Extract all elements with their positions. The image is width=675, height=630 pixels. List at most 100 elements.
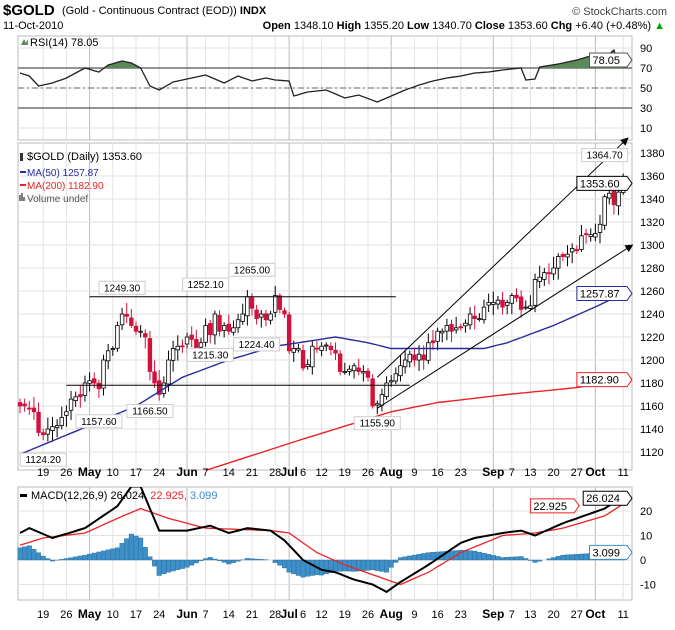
candle-body (129, 317, 134, 326)
price-annotation: 1265.00 (234, 265, 271, 276)
macd-histogram-bar (207, 557, 213, 561)
x-axis-label: 12 (315, 467, 327, 479)
macd-histogram-bar (226, 559, 232, 565)
price-legend: $GOLD (Daily) 1353.60 (27, 151, 142, 163)
annotation-box (581, 148, 629, 163)
macd-histogram-bar (281, 559, 287, 569)
ma200-value-tag: 1182.90 (580, 375, 619, 387)
candle-body (426, 342, 431, 361)
candle-body (388, 380, 394, 383)
candle (602, 194, 607, 230)
candle (319, 342, 324, 357)
macd-histogram-bar (235, 559, 241, 562)
candle (45, 417, 51, 442)
macd-histogram-bar (249, 558, 255, 561)
candle-body (226, 323, 231, 332)
candle-body (528, 305, 533, 309)
candle-body (300, 350, 306, 369)
candle (337, 350, 343, 376)
macd-histogram-bar (128, 533, 134, 561)
macd-histogram-bar (291, 559, 297, 575)
x-axis-label: 13 (524, 467, 536, 479)
candle (537, 265, 542, 289)
close-value: 1353.60 (507, 20, 548, 32)
candle (31, 396, 37, 420)
macd-histogram-bar (147, 556, 153, 561)
x-axis-label: 11 (617, 467, 628, 479)
candle (263, 309, 269, 327)
x-axis-label: 26 (362, 467, 374, 479)
macd-histogram-bar (286, 559, 292, 573)
candle (180, 339, 185, 353)
macd-histogram-bar (105, 549, 111, 561)
candle-body (36, 411, 41, 433)
x-axis-label: 17 (130, 609, 142, 621)
candle (393, 367, 399, 385)
candle-body (616, 191, 621, 207)
macd-histogram-bar (161, 559, 167, 575)
candle-body (41, 432, 46, 436)
brand-label: © StockCharts.com (572, 6, 667, 18)
low-value: 1340.70 (432, 20, 472, 32)
candle-body (170, 348, 176, 361)
macd-legend-part: 3.099 (190, 490, 218, 502)
candle-body (574, 249, 579, 252)
macd-histogram-bar (119, 542, 125, 561)
candle (449, 319, 454, 343)
macd-histogram-bar (165, 559, 171, 573)
candle-body (54, 425, 60, 428)
macd-value-tag-box (582, 490, 633, 506)
x-axis-label: 27 (571, 609, 583, 621)
candle (96, 379, 102, 399)
price-legend-icon (20, 153, 23, 161)
ma50-value-tag-box (576, 285, 633, 301)
candle-body (342, 371, 347, 373)
candle (73, 391, 78, 407)
candle (477, 313, 482, 322)
candle-body (27, 407, 32, 410)
candle-body (514, 294, 519, 299)
price-tick-label: 1120 (640, 447, 664, 459)
macd-tick-label: 20 (640, 506, 652, 518)
candle (491, 291, 496, 315)
price-tick-label: 1300 (640, 240, 664, 252)
price-tick-label: 1280 (640, 263, 664, 275)
candle-body (542, 272, 547, 280)
candle-body (147, 338, 153, 372)
x-axis-label: 17 (130, 467, 142, 479)
candle-body (449, 324, 454, 332)
candle-body (198, 342, 204, 348)
candle (50, 416, 55, 442)
macd-histogram-bar (175, 559, 181, 571)
candle (170, 340, 176, 372)
x-axis-label: 20 (547, 467, 559, 479)
candle (235, 313, 241, 333)
candle-body (611, 190, 617, 206)
candle-body (17, 402, 23, 407)
price-annotation: 1124.20 (25, 455, 61, 466)
price-tick-label: 1380 (640, 148, 664, 160)
macd-histogram-bar (203, 558, 209, 561)
candle (27, 400, 32, 415)
candle-body (319, 345, 324, 351)
candle (147, 330, 153, 381)
candle (17, 398, 23, 414)
candle (324, 342, 329, 352)
macd-histogram-bar (393, 559, 399, 563)
x-axis-label: 24 (153, 467, 165, 479)
candle-body (259, 313, 264, 318)
x-axis-label: 7 (203, 467, 209, 479)
macd-histogram-bar (500, 557, 506, 561)
candle-body (115, 325, 120, 349)
macd-histogram-bar (421, 553, 427, 561)
macd-histogram-bar (309, 559, 315, 576)
signal-value-tag: 22.925 (533, 501, 567, 513)
date-label: 11-Oct-2010 (3, 20, 64, 32)
macd-histogram-bar (490, 555, 496, 561)
candle (444, 318, 450, 341)
price-tick-label: 1260 (640, 286, 664, 298)
open-value: 1348.10 (293, 20, 334, 32)
candle-body (50, 426, 55, 431)
close-value-tag: 1353.60 (580, 178, 620, 190)
candle (579, 224, 584, 252)
